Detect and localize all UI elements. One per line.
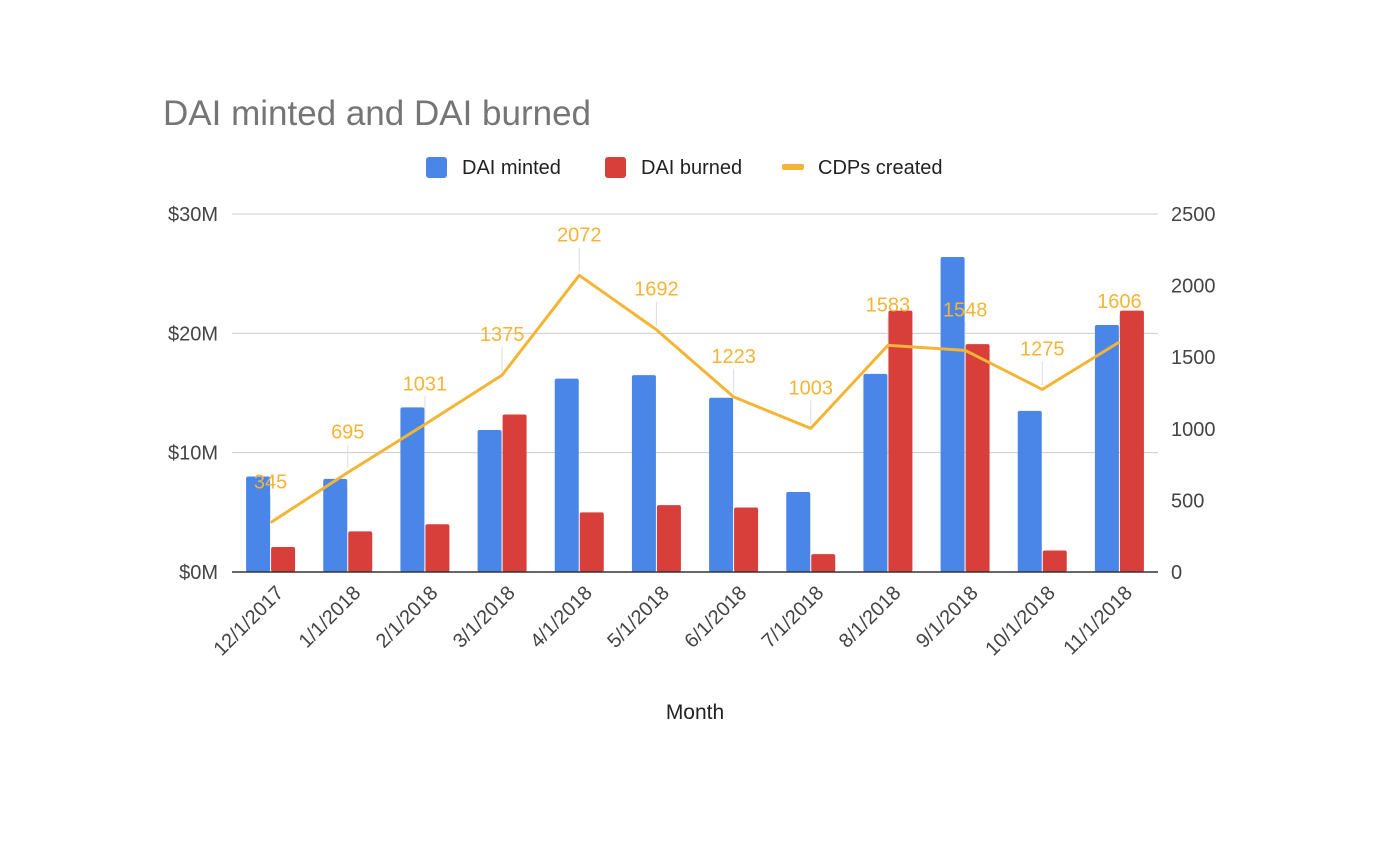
bar-dai-burned xyxy=(888,310,913,572)
x-tick-label: 2/1/2018 xyxy=(372,582,443,653)
bar-dai-burned xyxy=(425,524,450,572)
right-tick-label: 2500 xyxy=(1171,204,1216,226)
cdp-line xyxy=(269,273,1121,524)
x-tick-label: 7/1/2018 xyxy=(758,582,829,653)
legend-label: DAI burned xyxy=(641,157,742,179)
bar-dai-minted xyxy=(631,375,656,572)
cdp-data-label: 1031 xyxy=(403,373,448,395)
left-tick-label: $0M xyxy=(179,562,218,584)
bar-dai-minted xyxy=(554,378,579,572)
bar-dai-minted xyxy=(246,476,271,572)
legend-label: DAI minted xyxy=(462,157,561,179)
chart-title: DAI minted and DAI burned xyxy=(163,94,591,133)
bars xyxy=(246,256,1144,572)
gridlines xyxy=(232,213,1158,454)
bar-dai-minted xyxy=(786,492,811,572)
left-tick-label: $10M xyxy=(168,443,218,465)
bar-dai-burned xyxy=(1042,550,1067,572)
bar-dai-minted xyxy=(1017,410,1042,572)
right-tick-label: 1500 xyxy=(1171,347,1216,369)
bar-dai-minted xyxy=(709,397,734,572)
bar-dai-minted xyxy=(940,256,965,572)
bar-dai-minted xyxy=(323,478,348,572)
right-tick-label: 1000 xyxy=(1171,419,1216,441)
x-tick-label: 10/1/2018 xyxy=(981,582,1059,660)
bar-dai-burned xyxy=(502,414,527,572)
bar-dai-minted xyxy=(477,429,502,572)
cdp-data-label: 1223 xyxy=(711,346,756,368)
cdp-data-label: 2072 xyxy=(557,224,602,246)
x-tick-label: 12/1/2017 xyxy=(210,582,288,660)
right-tick-label: 2000 xyxy=(1171,276,1216,298)
cdp-data-labels: 345 695 1031 1375 2072 1692 1223 1003 1583 1548 12… xyxy=(254,224,1142,519)
right-tick-label: 0 xyxy=(1171,562,1182,584)
bar-dai-minted xyxy=(863,373,888,572)
cdp-data-label: 1548 xyxy=(943,299,988,321)
x-axis-label: Month xyxy=(666,701,724,724)
legend-swatch-dai-burned xyxy=(605,157,626,178)
right-tick-label: 500 xyxy=(1171,490,1204,512)
bar-dai-minted xyxy=(1094,324,1119,572)
left-axis-ticks: $0M $10M $20M $30M xyxy=(168,204,218,584)
cdp-data-label: 345 xyxy=(254,472,287,494)
x-tick-label: 4/1/2018 xyxy=(526,582,597,653)
cdp-data-label: 1583 xyxy=(866,294,911,316)
bar-dai-burned xyxy=(1119,310,1144,572)
x-tick-label: 9/1/2018 xyxy=(912,582,983,653)
left-tick-label: $20M xyxy=(168,323,218,345)
cdp-line-path xyxy=(269,273,1121,524)
x-tick-label: 8/1/2018 xyxy=(835,582,906,653)
bar-dai-burned xyxy=(656,505,681,572)
x-tick-label: 1/1/2018 xyxy=(295,582,366,653)
left-tick-label: $30M xyxy=(168,204,218,226)
x-axis-ticks: 12/1/2017 1/1/2018 2/1/2018 3/1/2018 4/1/201… xyxy=(210,582,1137,660)
cdp-data-label: 1606 xyxy=(1097,291,1142,313)
legend-swatch-cdps-created xyxy=(782,164,804,170)
bar-dai-burned xyxy=(271,546,296,572)
legend: DAI minted DAI burned CDPs created xyxy=(426,157,943,179)
right-axis-ticks: 0 500 1000 1500 2000 2500 xyxy=(1171,204,1216,584)
cdp-data-label: 695 xyxy=(331,421,364,443)
legend-swatch-dai-minted xyxy=(426,157,447,178)
bar-dai-burned xyxy=(965,344,990,572)
cdp-data-label: 1275 xyxy=(1020,338,1065,360)
bar-dai-burned xyxy=(734,507,759,572)
x-tick-label: 11/1/2018 xyxy=(1060,582,1137,659)
bar-dai-burned xyxy=(348,531,373,572)
cdp-data-label: 1375 xyxy=(480,324,525,346)
bar-dai-burned xyxy=(579,512,604,572)
cdp-data-label: 1692 xyxy=(634,279,679,301)
cdp-data-label: 1003 xyxy=(789,377,834,399)
bar-dai-burned xyxy=(811,554,836,572)
x-tick-label: 5/1/2018 xyxy=(603,582,674,653)
bar-dai-minted xyxy=(400,407,425,572)
legend-label: CDPs created xyxy=(818,157,943,179)
x-tick-label: 6/1/2018 xyxy=(681,582,752,653)
x-tick-label: 3/1/2018 xyxy=(449,582,520,653)
